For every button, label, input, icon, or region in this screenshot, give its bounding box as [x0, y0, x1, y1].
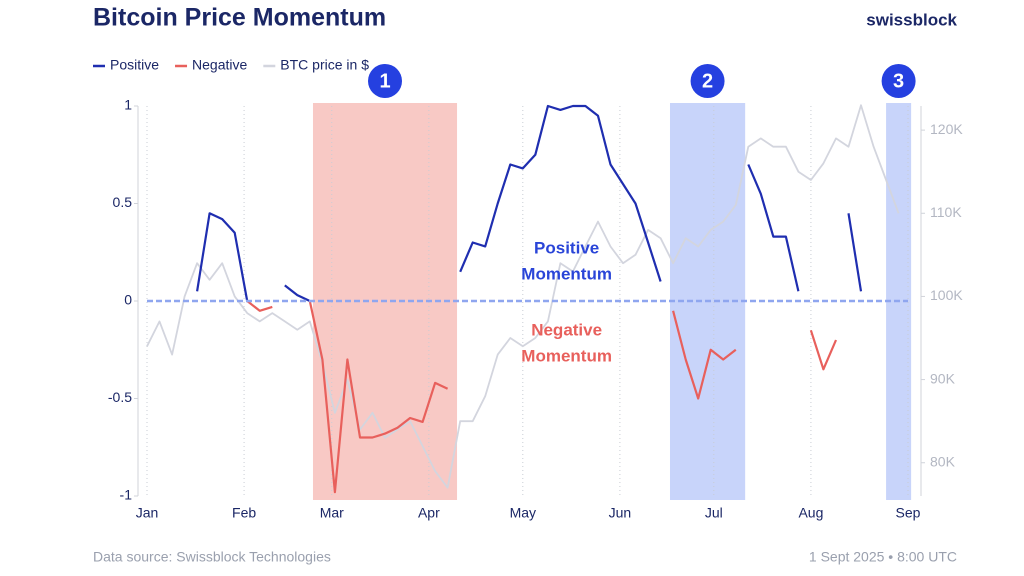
y-tick-label: -1: [120, 487, 133, 503]
x-tick-label: Feb: [232, 505, 256, 521]
y2-tick-label: 90K: [930, 370, 956, 386]
x-tick-label: Jan: [136, 505, 159, 521]
x-tick-label: Jul: [705, 505, 723, 521]
series-line: [146, 104, 900, 489]
x-tick-label: Jun: [609, 505, 632, 521]
x-tick-label: Sep: [896, 505, 921, 521]
annotation: Momentum: [521, 264, 612, 283]
annotation: Negative: [531, 320, 602, 339]
brand: swissblock: [866, 10, 957, 29]
y2-tick-label: 120K: [930, 121, 963, 137]
band-marker: [881, 64, 916, 98]
y2-tick-label: 80K: [930, 453, 956, 469]
y-tick-label: -0.5: [108, 389, 132, 405]
band-label: 1: [379, 70, 390, 92]
legend-label: Negative: [192, 57, 247, 73]
x-tick-label: Apr: [418, 505, 440, 521]
x-tick-label: Mar: [320, 505, 344, 521]
x-tick-label: Aug: [798, 505, 823, 521]
band-marker: [690, 64, 725, 98]
legend-label: Positive: [110, 57, 159, 73]
band-marker: [368, 64, 403, 98]
y-tick-label: 1: [124, 97, 132, 113]
y2-tick-label: 100K: [930, 287, 963, 303]
legend-label: BTC price in $: [280, 57, 369, 73]
annotation: Positive: [534, 238, 599, 257]
band-label: 2: [702, 70, 713, 92]
source: Data source: Swissblock Technologies: [93, 549, 331, 565]
y2-tick-label: 110K: [930, 204, 962, 220]
x-tick-label: May: [510, 505, 536, 521]
timestamp: 1 Sept 2025 • 8:00 UTC: [809, 549, 957, 565]
y-tick-label: 0: [124, 292, 132, 308]
annotation: Momentum: [521, 346, 612, 365]
y-tick-label: 0.5: [113, 194, 133, 210]
chart-title: Bitcoin Price Momentum: [93, 4, 386, 32]
band-label: 3: [893, 70, 904, 92]
